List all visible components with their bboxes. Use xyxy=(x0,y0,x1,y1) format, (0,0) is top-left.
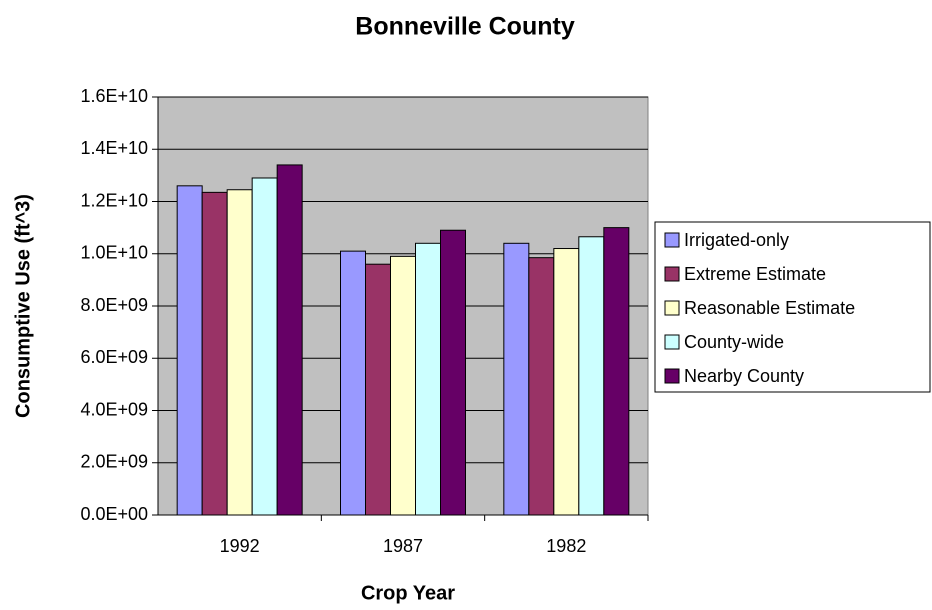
bar xyxy=(276,164,303,516)
bar xyxy=(226,189,253,516)
x-tick-label: 1987 xyxy=(383,536,423,556)
bar xyxy=(176,185,203,516)
x-axis-label: Crop Year xyxy=(361,582,455,604)
bar xyxy=(578,236,605,516)
legend-label: Nearby County xyxy=(684,366,804,386)
x-tick-label: 1982 xyxy=(546,536,586,556)
bar xyxy=(503,242,530,516)
legend-swatch xyxy=(664,232,680,248)
y-tick-label: 1.6E+10 xyxy=(80,86,148,106)
bar xyxy=(251,177,278,516)
x-tick-label: 1992 xyxy=(220,536,260,556)
bar xyxy=(365,263,391,516)
chart-title: Bonneville County xyxy=(355,13,575,41)
legend-swatch xyxy=(664,334,680,350)
y-axis-label: Consumptive Use (ft^3) xyxy=(12,194,34,418)
y-tick-label: 1.2E+10 xyxy=(80,190,148,210)
y-tick-label: 0.0E+00 xyxy=(80,504,148,524)
legend-label: Extreme Estimate xyxy=(684,264,826,284)
y-tick-label: 2.0E+09 xyxy=(80,452,148,472)
y-tick-label: 1.0E+10 xyxy=(80,243,148,263)
bar xyxy=(390,255,416,516)
bar xyxy=(603,227,630,516)
bar xyxy=(201,191,228,516)
y-tick-label: 8.0E+09 xyxy=(80,295,148,315)
bar xyxy=(340,250,366,516)
bar xyxy=(415,242,441,516)
bar xyxy=(440,229,466,516)
legend-label: County-wide xyxy=(684,332,784,352)
legend-label: Reasonable Estimate xyxy=(684,298,855,318)
legend-swatch xyxy=(664,300,680,316)
bar xyxy=(553,248,580,516)
legend-swatch xyxy=(664,368,680,384)
y-tick-label: 6.0E+09 xyxy=(80,347,148,367)
legend-label: Irrigated-only xyxy=(684,230,789,250)
legend-swatch xyxy=(664,266,680,282)
bar xyxy=(528,257,555,516)
y-tick-label: 1.4E+10 xyxy=(80,138,148,158)
legend-box xyxy=(654,221,931,393)
y-tick-label: 4.0E+09 xyxy=(80,399,148,419)
